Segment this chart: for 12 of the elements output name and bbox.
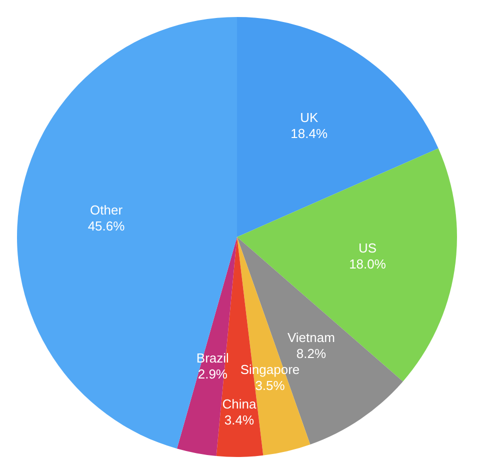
- slice-label: US: [358, 240, 377, 256]
- slice-label: Vietnam: [287, 330, 335, 345]
- data-label: 3.5%: [255, 378, 286, 393]
- data-label: 45.6%: [88, 218, 126, 234]
- data-label: 2.9%: [198, 366, 228, 382]
- slice-label: UK: [300, 110, 318, 126]
- data-label: 8.2%: [296, 346, 326, 361]
- slice-label: Other: [90, 202, 124, 218]
- data-label: 18.4%: [290, 126, 328, 142]
- data-label: 18.0%: [349, 256, 386, 272]
- slice-label: China: [222, 396, 257, 412]
- data-label: 3.4%: [224, 412, 254, 428]
